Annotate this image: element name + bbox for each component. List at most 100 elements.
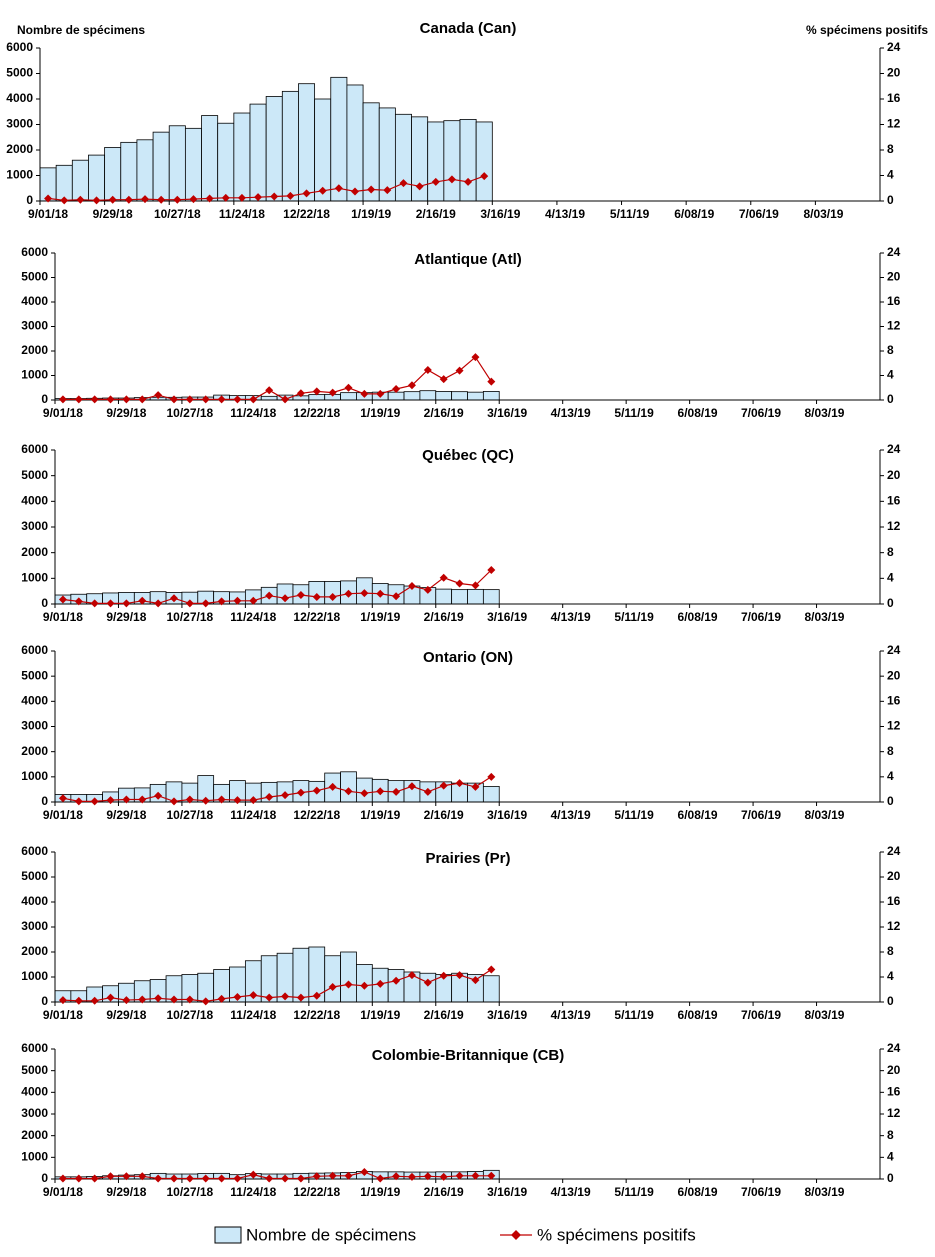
y2-tick-label: 16	[887, 294, 901, 308]
y2-tick-label: 20	[887, 869, 901, 883]
y-tick-label: 6000	[21, 442, 48, 456]
line-marker	[487, 965, 496, 974]
line-marker	[254, 193, 263, 202]
line-marker	[312, 387, 321, 396]
y2-tick-label: 20	[887, 270, 901, 284]
y-tick-label: 5000	[21, 468, 48, 482]
y2-tick-label: 16	[887, 1085, 901, 1099]
x-tick-label: 4/13/19	[551, 406, 591, 420]
legend-label: % spécimens positifs	[537, 1225, 696, 1244]
line-marker	[360, 789, 369, 798]
x-tick-label: 2/16/19	[424, 1185, 464, 1199]
x-tick-label: 12/22/18	[293, 808, 340, 822]
line-marker	[487, 1171, 496, 1180]
line-marker	[201, 395, 210, 404]
line-marker	[122, 795, 131, 804]
y-tick-label: 3000	[21, 919, 48, 933]
y2-tick-label: 0	[887, 1171, 894, 1185]
bar	[71, 159, 89, 202]
line-marker	[407, 381, 416, 390]
y2-tick-label: 24	[887, 40, 901, 54]
line-marker	[233, 596, 242, 605]
line-marker	[265, 386, 274, 395]
x-tick-label: 10/27/18	[166, 1008, 213, 1022]
line-marker	[281, 1174, 290, 1183]
y2-tick-label: 12	[887, 719, 901, 733]
y-tick-label: 6000	[21, 643, 48, 657]
bar	[265, 96, 283, 202]
x-tick-label: 8/03/19	[804, 406, 844, 420]
line-marker	[185, 795, 194, 804]
line-marker	[455, 366, 464, 375]
line-marker	[154, 599, 163, 608]
line-marker	[58, 595, 67, 604]
bar	[55, 164, 73, 202]
bar	[314, 98, 332, 202]
y-tick-label: 2000	[21, 944, 48, 958]
x-tick-label: 3/16/19	[487, 808, 527, 822]
y2-tick-label: 12	[887, 1106, 901, 1120]
line-marker	[92, 196, 101, 205]
x-tick-label: 9/01/18	[43, 1185, 83, 1199]
bar	[467, 391, 484, 401]
x-tick-label: 6/08/19	[678, 406, 718, 420]
line-marker	[185, 599, 194, 608]
x-tick-label: 8/03/19	[804, 808, 844, 822]
line-marker	[455, 1171, 464, 1180]
line-marker	[249, 596, 258, 605]
line-marker	[367, 185, 376, 194]
line-marker	[122, 996, 131, 1005]
line-marker	[270, 192, 279, 201]
legend-label: Nombre de spécimens	[246, 1225, 416, 1244]
y2-tick-label: 0	[887, 193, 894, 207]
chart-title: Prairies (Pr)	[425, 850, 510, 867]
x-tick-label: 3/16/19	[487, 1008, 527, 1022]
line-marker	[217, 395, 226, 404]
line-marker	[185, 1174, 194, 1183]
line-marker	[265, 993, 274, 1002]
line-marker	[154, 1174, 163, 1183]
y-tick-label: 4000	[21, 694, 48, 708]
y-tick-label: 5000	[21, 869, 48, 883]
x-tick-label: 8/03/19	[804, 1185, 844, 1199]
x-tick-label: 12/22/18	[293, 406, 340, 420]
line-marker	[376, 787, 385, 796]
line-marker	[265, 1174, 274, 1183]
y-tick-label: 2000	[6, 142, 33, 156]
bar	[260, 395, 278, 401]
y2-tick-label: 12	[887, 519, 901, 533]
line-marker	[249, 796, 258, 805]
chart-title: Colombie-Britannique (CB)	[372, 1047, 565, 1064]
bar	[340, 951, 357, 1003]
y2-tick-label: 16	[887, 91, 901, 105]
bar	[201, 115, 219, 202]
line-marker	[471, 353, 480, 362]
line-marker	[447, 175, 456, 184]
line-marker	[360, 589, 369, 598]
line-marker	[108, 195, 117, 204]
x-tick-label: 3/16/19	[480, 207, 520, 221]
x-tick-label: 3/16/19	[487, 406, 527, 420]
line-marker	[169, 995, 178, 1004]
x-tick-label: 10/27/18	[166, 808, 213, 822]
line-marker	[74, 996, 83, 1005]
line-marker	[392, 1172, 401, 1181]
line-marker	[344, 589, 353, 598]
line-marker	[281, 791, 290, 800]
x-tick-label: 2/16/19	[424, 406, 464, 420]
line-marker	[296, 591, 305, 600]
y-tick-label: 1000	[21, 969, 48, 983]
y2-tick-label: 24	[887, 1041, 901, 1055]
y2-tick-label: 8	[887, 1128, 894, 1142]
y-tick-label: 1000	[21, 1150, 48, 1164]
line-marker	[90, 996, 99, 1005]
line-marker	[471, 581, 480, 590]
line-marker	[173, 195, 182, 204]
line-marker	[351, 187, 359, 196]
x-tick-label: 5/11/19	[614, 808, 654, 822]
line-marker	[217, 1174, 226, 1183]
x-tick-label: 4/13/19	[551, 808, 591, 822]
y2-tick-label: 4	[887, 571, 894, 585]
y-tick-label: 3000	[6, 117, 33, 131]
line-marker	[376, 589, 385, 598]
